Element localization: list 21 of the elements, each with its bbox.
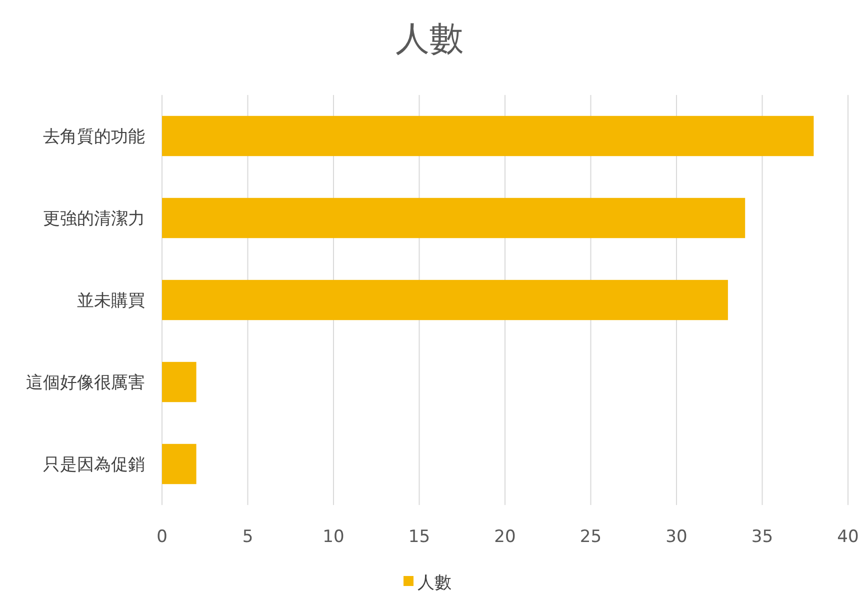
x-tick-label: 5 — [242, 527, 254, 547]
x-tick-label: 30 — [666, 527, 688, 547]
x-tick-label: 25 — [580, 527, 602, 547]
y-tick-label: 並未購買 — [77, 291, 145, 311]
bar — [162, 444, 196, 484]
y-tick-label: 去角質的功能 — [43, 127, 145, 147]
bar — [162, 362, 196, 402]
x-tick-label: 15 — [408, 527, 430, 547]
x-tick-label: 0 — [156, 527, 168, 547]
y-tick-label: 更強的清潔力 — [43, 209, 145, 229]
y-tick-label: 只是因為促銷 — [43, 455, 145, 475]
legend-label: 人數 — [418, 573, 452, 593]
bar — [162, 116, 814, 156]
x-tick-label: 40 — [837, 527, 859, 547]
y-tick-label: 這個好像很厲害 — [26, 373, 145, 393]
x-tick-label: 10 — [322, 527, 344, 547]
x-tick-label: 35 — [751, 527, 774, 547]
chart-title: 人數 — [396, 19, 464, 59]
bar — [162, 280, 728, 320]
x-tick-label: 20 — [494, 527, 516, 547]
bar — [162, 198, 746, 238]
